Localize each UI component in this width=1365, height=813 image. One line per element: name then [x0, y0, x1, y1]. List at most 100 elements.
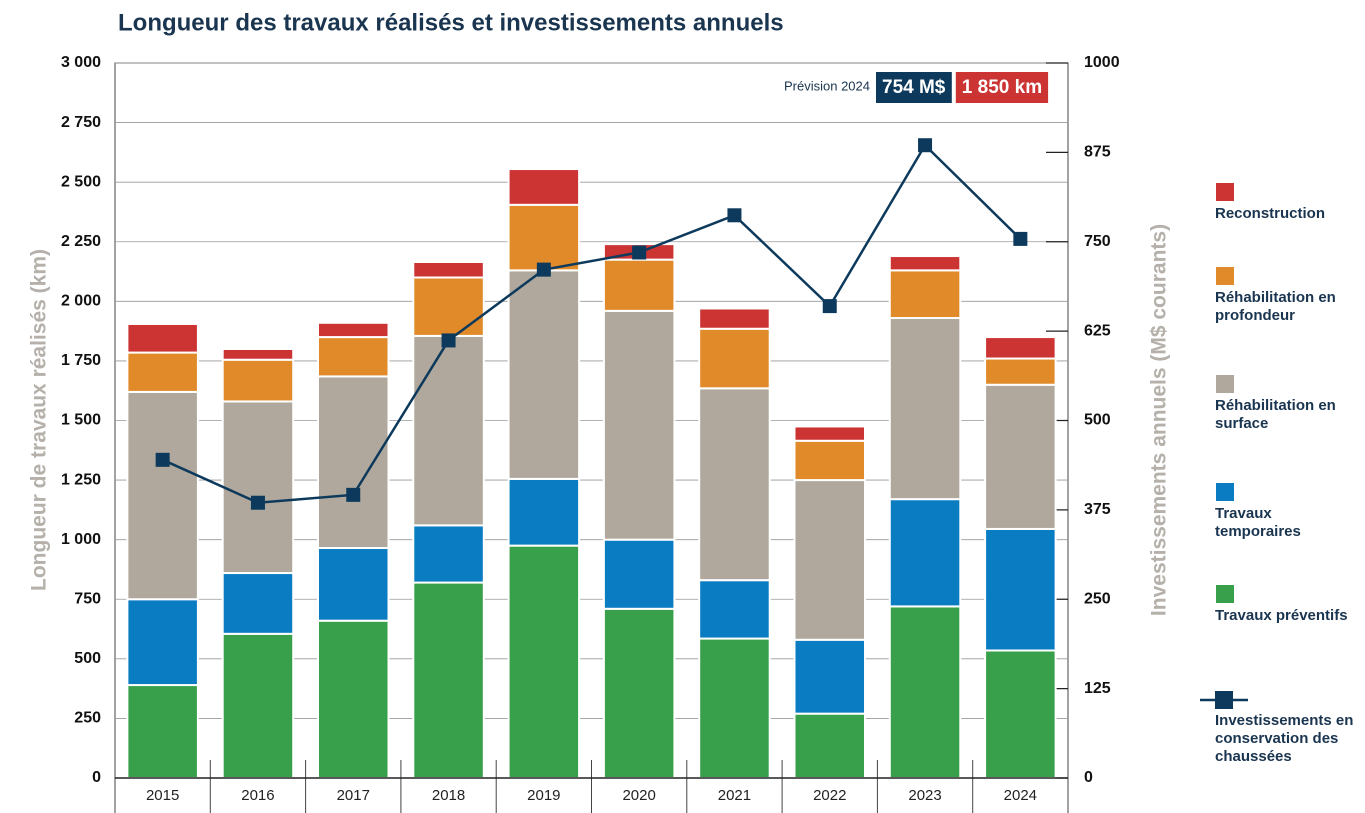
- bar-segment: [793, 425, 867, 442]
- y-tick-label: 1 500: [61, 412, 101, 429]
- bar-segment: [602, 538, 676, 610]
- y-tick-label: 2 000: [61, 293, 101, 310]
- x-tick-label: 2015: [146, 787, 179, 804]
- bar-segment: [126, 390, 199, 601]
- bar-segment: [984, 649, 1057, 779]
- line-marker: [536, 262, 551, 277]
- bar-segment: [316, 336, 390, 378]
- y2-tick-label: 0: [1084, 769, 1093, 786]
- y-tick-label: 750: [74, 590, 101, 607]
- annotation-length: 1 850 km: [955, 72, 1049, 103]
- y-tick-label: 1 250: [61, 471, 101, 488]
- bar-segment: [793, 638, 867, 715]
- y-tick-label: 2 750: [61, 114, 101, 131]
- bar-segment: [698, 387, 771, 582]
- bar-segment: [126, 351, 199, 393]
- legend-label: Réhabilitation en profondeur: [1215, 289, 1336, 324]
- bar-segment: [221, 348, 295, 361]
- bar-segment: [221, 358, 295, 403]
- bar-segment: [412, 261, 485, 279]
- bar-segment: [698, 579, 771, 640]
- line-marker: [346, 487, 361, 502]
- bar-segment: [888, 317, 962, 501]
- bar-segment: [412, 524, 485, 584]
- y2-tick-label: 250: [1084, 590, 1111, 607]
- bar-segment: [888, 498, 962, 608]
- line-marker: [632, 245, 647, 260]
- annotation-text: 1 850 km: [962, 77, 1042, 98]
- y2-axis-title: Investissements annuels (M$ courants): [1148, 224, 1171, 616]
- bar-segment: [793, 439, 867, 482]
- annotation-text: 754 M$: [882, 77, 946, 98]
- legend-label: Reconstruction: [1215, 205, 1326, 222]
- annotation-investment: 754 M$: [876, 72, 952, 103]
- legend-label: Réhabilitation en surface: [1215, 397, 1336, 432]
- bar-segment: [126, 598, 199, 687]
- bar-segment: [126, 684, 199, 779]
- bar-segment: [984, 527, 1057, 652]
- y-tick-label: 2 250: [61, 233, 101, 250]
- bar-segment: [984, 357, 1057, 386]
- bar-segment: [793, 712, 867, 780]
- bar-segment: [507, 168, 581, 206]
- legend-swatch: [1216, 585, 1234, 603]
- y-axis-title: Longueur de travaux réalisés (km): [28, 249, 51, 591]
- x-tick-label: 2022: [813, 787, 846, 804]
- line-marker: [727, 208, 742, 223]
- bar-segment: [316, 321, 390, 339]
- legend-label: Travaux préventifs: [1215, 607, 1348, 624]
- y-tick-label: 1 000: [61, 531, 101, 548]
- bar-segment: [507, 544, 581, 779]
- annotation-box: [955, 72, 1049, 103]
- y2-tick-label: 500: [1084, 412, 1111, 429]
- bar-segment: [316, 375, 390, 550]
- y2-tick-label: 375: [1084, 501, 1111, 518]
- x-tick-label: 2016: [241, 787, 274, 804]
- bar-segment: [602, 607, 676, 779]
- y-tick-label: 2 500: [61, 173, 101, 190]
- bar-segment: [507, 269, 581, 480]
- legend-swatch: [1216, 483, 1234, 501]
- bar-segment: [316, 547, 390, 622]
- x-tick-label: 2018: [432, 787, 465, 804]
- bar-segment: [888, 269, 962, 320]
- line-marker: [441, 333, 456, 348]
- bar-segment: [984, 336, 1057, 360]
- annotation-label: Prévision 2024: [784, 78, 870, 93]
- bar-segment: [412, 276, 485, 337]
- bar-segment: [888, 605, 962, 780]
- y2-tick-label: 875: [1084, 144, 1111, 161]
- y-tick-label: 1 750: [61, 352, 101, 369]
- legend-swatch: [1216, 183, 1234, 201]
- line-marker: [155, 452, 170, 467]
- bar-segment: [793, 479, 867, 641]
- x-tick-label: 2024: [1004, 787, 1037, 804]
- y2-tick-label: 125: [1084, 680, 1111, 697]
- y2-tick-label: 1000: [1084, 54, 1120, 71]
- line-marker: [250, 495, 265, 510]
- y-tick-label: 500: [74, 650, 101, 667]
- bar-segment: [602, 258, 676, 312]
- bar-segment: [316, 619, 390, 780]
- bar-segment: [221, 632, 295, 780]
- line-series: [162, 143, 1022, 504]
- legend-swatch: [1216, 375, 1234, 393]
- legend-label: Travaux temporaires: [1215, 505, 1301, 540]
- line-marker: [918, 138, 933, 153]
- line-marker: [1013, 231, 1028, 246]
- bar-segment: [412, 334, 485, 527]
- y-tick-label: 250: [74, 710, 101, 727]
- line-marker: [822, 299, 837, 314]
- bar-segment: [888, 255, 962, 272]
- bar-segment: [221, 572, 295, 635]
- chart-title: Longueur des travaux réalisés et investi…: [118, 9, 784, 36]
- legend-label: Investissements en conservation des chau…: [1215, 712, 1354, 765]
- bar-segment: [412, 581, 485, 779]
- bar-segment: [698, 307, 771, 330]
- x-tick-label: 2021: [718, 787, 751, 804]
- y-tick-label: 3 000: [61, 54, 101, 71]
- x-tick-label: 2017: [337, 787, 370, 804]
- bar-segment: [126, 322, 199, 354]
